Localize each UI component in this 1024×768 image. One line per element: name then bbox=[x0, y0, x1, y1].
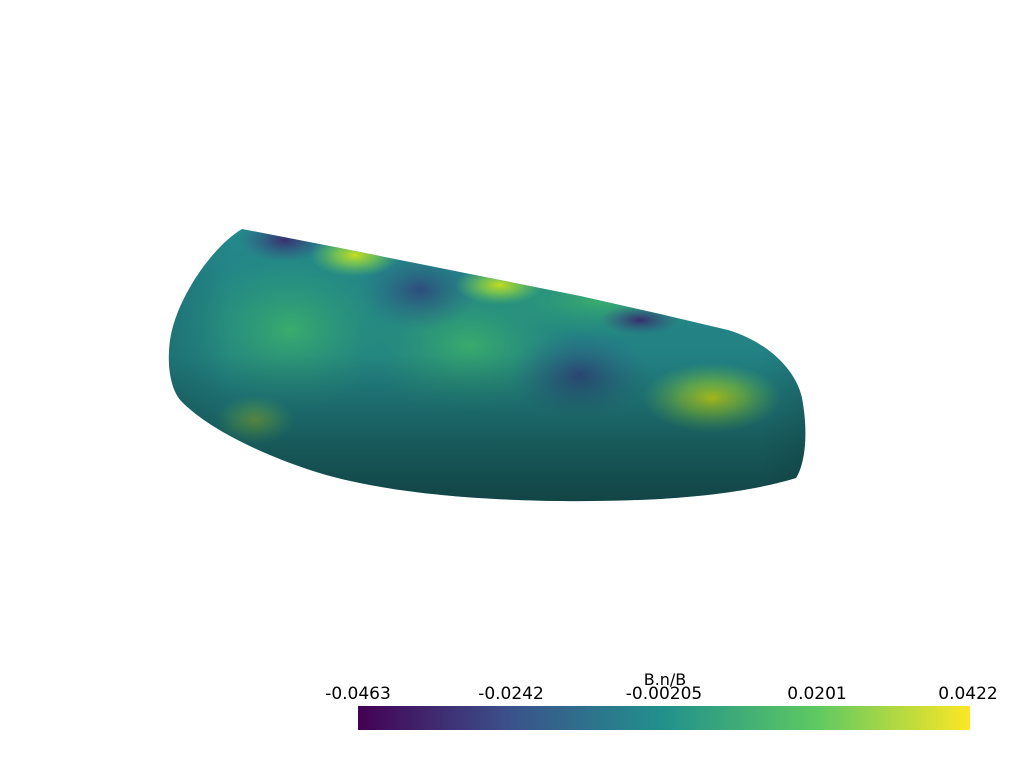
surface-plot[interactable] bbox=[150, 218, 830, 520]
